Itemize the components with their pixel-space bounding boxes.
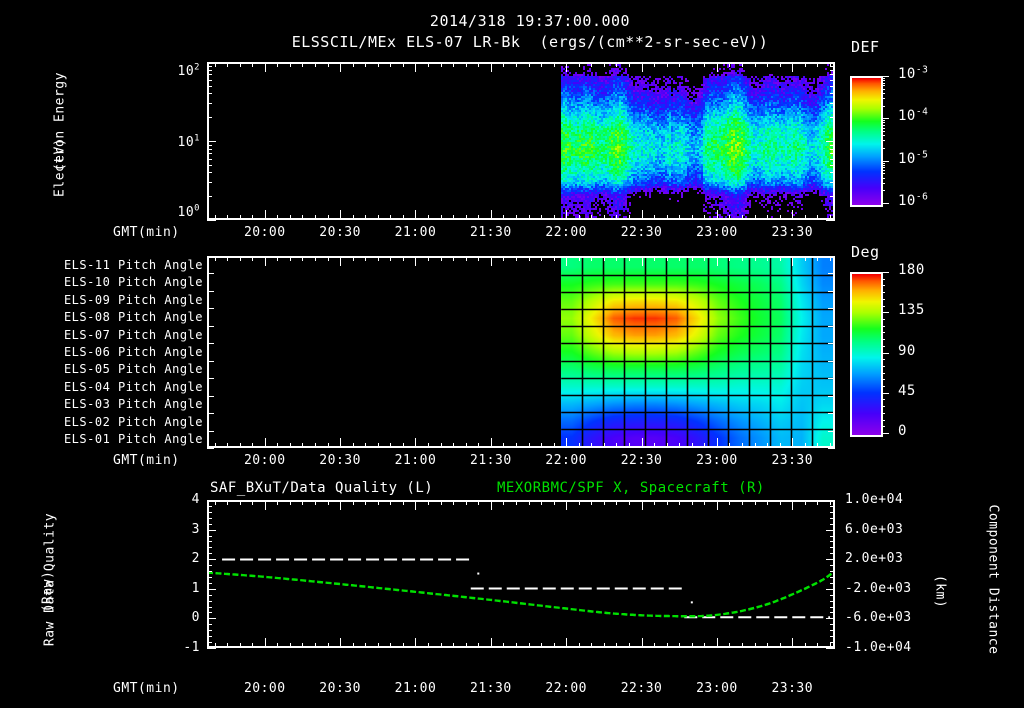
deg-colorbar-tick: 45 xyxy=(898,382,916,399)
energy-xaxis-label: GMT(min) xyxy=(113,225,180,240)
xtick-label: 20:00 xyxy=(243,681,286,696)
pitch-xaxis-label: GMT(min) xyxy=(113,453,180,468)
quality-right-ytick: 2.0e+03 xyxy=(845,551,904,567)
quality-ylabel-right-line1: Component Distance xyxy=(985,504,1001,655)
quality-xaxis-label: GMT(min) xyxy=(113,681,180,696)
xtick-label: 21:00 xyxy=(394,225,437,240)
deg-colorbar-tick: 0 xyxy=(898,423,907,439)
def-colorbar-gradient xyxy=(852,78,881,205)
quality-right-ytick: -1.0e+04 xyxy=(845,640,912,655)
deg-colorbar-ticks xyxy=(881,268,901,440)
xtick-label: 23:00 xyxy=(696,225,738,240)
pitch-row-label: ELS-08 Pitch Angle xyxy=(63,310,203,325)
xtick-label: 20:30 xyxy=(319,225,361,240)
deg-colorbar-tick: 135 xyxy=(898,302,925,319)
pitch-row-label: ELS-05 Pitch Angle xyxy=(63,362,203,377)
xtick-label: 20:30 xyxy=(319,681,361,696)
deg-colorbar xyxy=(850,272,883,437)
def-colorbar xyxy=(850,76,883,207)
quality-right-ytick: -2.0e+03 xyxy=(845,580,912,596)
xtick-label: 22:00 xyxy=(545,453,588,468)
xtick-label: 22:00 xyxy=(545,681,588,696)
xtick-label: 23:30 xyxy=(771,225,814,240)
def-colorbar-tick: 10-6 xyxy=(898,191,929,209)
xtick-label: 23:30 xyxy=(771,681,814,696)
deg-colorbar-gradient xyxy=(852,274,881,435)
energy-axis-ticks xyxy=(191,52,851,232)
quality-title-left: SAF_BXuT/Data Quality (L) xyxy=(210,480,434,496)
deg-colorbar-tick: 90 xyxy=(898,342,916,359)
deg-colorbar-tick: 180 xyxy=(898,262,925,278)
pitch-row-label: ELS-01 Pitch Angle xyxy=(63,432,203,447)
deg-colorbar-title: Deg xyxy=(851,243,880,261)
energy-ylabel-line2: (eV) xyxy=(52,137,68,172)
xtick-label: 22:30 xyxy=(620,681,663,696)
pitch-row-label: ELS-03 Pitch Angle xyxy=(63,397,203,412)
xtick-label: 21:00 xyxy=(394,453,437,468)
quality-right-ytick: 1.0e+04 xyxy=(845,492,904,507)
pitch-row-label: ELS-10 Pitch Angle xyxy=(63,275,203,290)
def-colorbar-ticks xyxy=(881,71,901,211)
page-title-timestamp: 2014/318 19:37:00.000 xyxy=(429,12,631,30)
def-colorbar-tick: 10-3 xyxy=(898,64,929,82)
xtick-label: 21:30 xyxy=(470,225,512,240)
pitch-row-label: ELS-09 Pitch Angle xyxy=(63,292,203,307)
xtick-label: 20:00 xyxy=(243,225,286,240)
xtick-label: 20:00 xyxy=(243,453,286,468)
quality-ylabel-left-line2: (Raw) xyxy=(40,570,56,613)
def-colorbar-tick: 10-4 xyxy=(898,106,929,125)
xtick-label: 21:30 xyxy=(470,681,512,696)
pitch-row-label: ELS-07 Pitch Angle xyxy=(63,327,203,342)
def-colorbar-title: DEF xyxy=(851,38,880,56)
pitch-row-label: ELS-11 Pitch Angle xyxy=(63,257,203,272)
xtick-label: 23:30 xyxy=(771,453,814,468)
xtick-label: 22:30 xyxy=(620,453,663,468)
quality-title-right: MEXORBMC/SPF X, Spacecraft (R) xyxy=(497,480,765,496)
xtick-label: 23:00 xyxy=(696,681,738,696)
def-colorbar-tick: 10-5 xyxy=(898,149,929,167)
xtick-label: 21:00 xyxy=(394,681,437,696)
xtick-label: 22:00 xyxy=(545,225,588,240)
pitch-row-label: ELS-06 Pitch Angle xyxy=(63,345,203,359)
xtick-label: 23:00 xyxy=(696,453,738,468)
page-subtitle: ELSSCIL/MEx ELS-07 LR-Bk (ergs/(cm**2-sr… xyxy=(291,33,769,51)
quality-right-ytick: -6.0e+03 xyxy=(845,610,912,626)
quality-right-ytick: 6.0e+03 xyxy=(845,521,904,537)
pitch-row-label: ELS-04 Pitch Angle xyxy=(63,379,203,394)
pitch-axis-ticks xyxy=(191,246,851,460)
xtick-label: 21:30 xyxy=(470,453,512,468)
pitch-row-label: ELS-02 Pitch Angle xyxy=(63,414,203,429)
xtick-label: 20:30 xyxy=(319,453,361,468)
quality-axis-ticks xyxy=(191,492,851,664)
xtick-label: 22:30 xyxy=(620,225,663,240)
